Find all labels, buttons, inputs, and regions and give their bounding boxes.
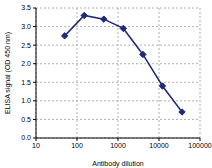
svg-text:3.0: 3.0 [21, 23, 31, 30]
svg-text:1.0: 1.0 [21, 97, 31, 104]
svg-text:ELISA signal (OD 450 nm): ELISA signal (OD 450 nm) [8, 32, 12, 114]
svg-text:1.5: 1.5 [21, 79, 31, 86]
svg-text:2.5: 2.5 [21, 42, 31, 49]
svg-text:10: 10 [32, 142, 40, 149]
svg-text:0.5: 0.5 [21, 116, 31, 123]
svg-text:Antibody dilution: Antibody dilution [92, 160, 143, 168]
svg-text:100000: 100000 [188, 142, 204, 149]
svg-text:1000: 1000 [110, 142, 126, 149]
svg-text:3.5: 3.5 [21, 4, 31, 11]
svg-text:0.0: 0.0 [21, 134, 31, 141]
svg-text:10000: 10000 [149, 142, 169, 149]
svg-text:100: 100 [71, 142, 83, 149]
svg-text:2.0: 2.0 [21, 60, 31, 67]
